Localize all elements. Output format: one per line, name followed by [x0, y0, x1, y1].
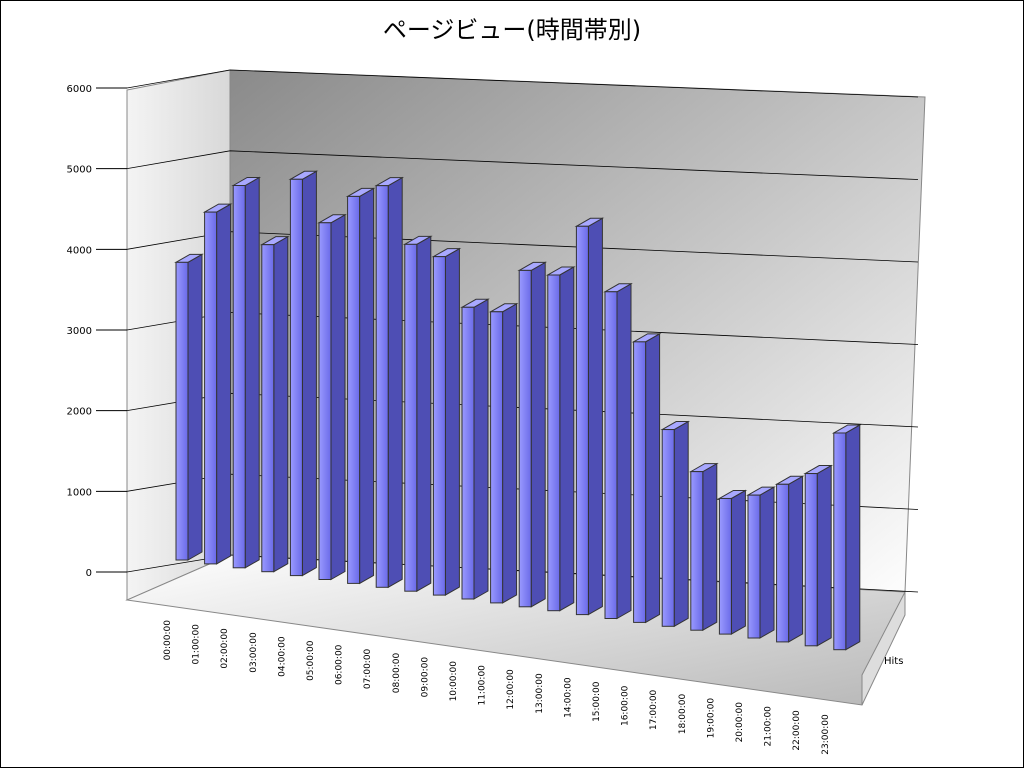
x-tick-label: 08:00:00	[392, 653, 402, 694]
y-tick-label: 6000	[67, 84, 92, 95]
y-tick-label: 4000	[67, 245, 92, 256]
x-tick-label: 12:00:00	[506, 669, 516, 710]
y-tick-label: 2000	[67, 407, 92, 418]
bar	[661, 429, 675, 627]
bar-side	[816, 464, 832, 647]
x-tick-label: 21:00:00	[764, 706, 774, 747]
x-tick-label: 20:00:00	[735, 702, 745, 743]
bar-side	[330, 213, 346, 581]
bar-side	[616, 282, 632, 620]
y-tick-label: 3000	[67, 326, 92, 337]
bar-side	[301, 170, 317, 577]
y-tick-label: 5000	[67, 165, 92, 176]
bar	[347, 195, 361, 584]
bar-side	[359, 187, 375, 585]
bar	[175, 261, 189, 561]
bar-side	[273, 235, 289, 573]
x-tick-label: 07:00:00	[363, 648, 373, 689]
chart-title: ページビュー(時間帯別)	[383, 16, 641, 44]
x-tick-label: 10:00:00	[449, 661, 459, 702]
bar-side	[530, 261, 546, 608]
bar	[518, 269, 532, 608]
bar	[690, 471, 704, 631]
y-tick-label: 1000	[67, 487, 92, 498]
x-tick-label: 03:00:00	[249, 632, 259, 673]
grid-line	[126, 69, 919, 98]
y-tick-label: 0	[86, 568, 92, 579]
bar-side	[473, 298, 489, 600]
bar	[289, 178, 303, 577]
x-tick-label: 22:00:00	[792, 710, 802, 751]
bar	[547, 274, 561, 612]
bar	[633, 341, 647, 623]
x-tick-label: 11:00:00	[478, 665, 488, 706]
bar-side	[244, 176, 260, 569]
bar	[575, 225, 589, 616]
bar	[604, 291, 618, 619]
x-tick-label: 17:00:00	[649, 689, 659, 730]
floor-edge	[861, 591, 906, 706]
bar	[232, 185, 246, 569]
bar	[833, 432, 847, 651]
x-tick-label: 13:00:00	[535, 673, 545, 714]
bar-side	[673, 420, 689, 628]
bar	[404, 243, 418, 592]
bar	[776, 483, 790, 643]
x-tick-label: 23:00:00	[821, 714, 831, 755]
bar	[204, 211, 218, 565]
bar-side	[416, 235, 432, 593]
bar	[375, 185, 389, 588]
bar	[261, 244, 275, 573]
x-tick-label: 01:00:00	[192, 624, 202, 665]
bar	[318, 222, 332, 581]
x-tick-label: 00:00:00	[163, 620, 173, 661]
x-tick-label: 04:00:00	[277, 636, 287, 677]
bar-side	[788, 475, 804, 643]
bar	[718, 497, 732, 635]
bar-side	[730, 489, 746, 635]
bar	[804, 473, 818, 647]
bar-side	[645, 332, 661, 624]
bar	[747, 494, 761, 639]
bar-side	[502, 302, 518, 604]
bar	[461, 306, 475, 600]
bar-side	[387, 176, 403, 589]
bar	[490, 311, 504, 604]
x-tick-label: 05:00:00	[306, 640, 316, 681]
bar-side	[587, 217, 603, 616]
x-tick-label: 06:00:00	[335, 644, 345, 685]
x-tick-label: 18:00:00	[678, 694, 688, 735]
bar-side	[559, 266, 575, 612]
x-tick-label: 16:00:00	[621, 685, 631, 726]
bar-side	[845, 424, 861, 651]
bar-side	[187, 253, 203, 561]
bar-side	[702, 462, 718, 632]
x-tick-label: 14:00:00	[563, 677, 573, 718]
x-tick-label: 15:00:00	[592, 681, 602, 722]
bar	[432, 256, 446, 596]
bar-side	[444, 247, 460, 596]
x-tick-label: 02:00:00	[220, 628, 230, 669]
grid-line	[126, 150, 919, 180]
x-tick-label: 19:00:00	[706, 698, 716, 739]
legend-label: Hits	[884, 656, 903, 667]
bar-side	[759, 486, 775, 639]
bar-side	[216, 203, 232, 565]
x-tick-label: 09:00:00	[420, 657, 430, 698]
